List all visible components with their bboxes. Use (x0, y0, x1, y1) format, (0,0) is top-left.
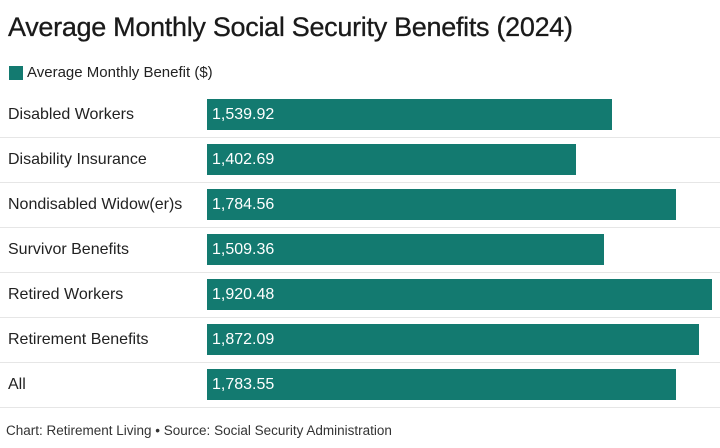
bar-row: All 1,783.55 (0, 362, 720, 407)
category-label: Disabled Workers (8, 105, 134, 123)
bar-value-label: 1,783.55 (212, 376, 275, 393)
legend-swatch (9, 65, 23, 80)
legend-label: Average Monthly Benefit ($) (27, 64, 213, 81)
row-divider (0, 317, 720, 318)
bar: 1,509.36 (207, 234, 604, 265)
row-divider (0, 272, 720, 273)
bar-value-label: 1,920.48 (212, 286, 275, 303)
bar-value-label: 1,509.36 (212, 241, 275, 258)
bar-row: Survivor Benefits 1,509.36 (0, 227, 720, 272)
row-divider (0, 362, 720, 363)
chart-title: Average Monthly Social Security Benefits… (8, 12, 573, 42)
bar-row: Retirement Benefits 1,872.09 (0, 317, 720, 362)
bar-value-label: 1,539.92 (212, 106, 275, 123)
category-label: Survivor Benefits (8, 240, 129, 258)
row-divider (0, 182, 720, 183)
bar-row: Nondisabled Widow(er)s 1,784.56 (0, 182, 720, 227)
category-label: All (8, 375, 26, 393)
row-divider (0, 137, 720, 138)
category-label: Disability Insurance (8, 150, 147, 168)
bar-value-label: 1,402.69 (212, 151, 275, 168)
bar: 1,920.48 (207, 279, 712, 310)
row-divider (0, 407, 720, 408)
bar: 1,784.56 (207, 189, 676, 220)
row-divider (0, 227, 720, 228)
category-label: Nondisabled Widow(er)s (8, 195, 183, 213)
bar-row: Disability Insurance 1,402.69 (0, 137, 720, 182)
bar-row: Disabled Workers 1,539.92 (0, 92, 720, 137)
bar: 1,783.55 (207, 369, 676, 400)
legend: Average Monthly Benefit ($) (9, 64, 213, 81)
chart-footer: Chart: Retirement Living • Source: Socia… (6, 423, 392, 438)
category-label: Retired Workers (8, 285, 124, 303)
bar-row: Retired Workers 1,920.48 (0, 272, 720, 317)
bar-value-label: 1,872.09 (212, 331, 275, 348)
bar: 1,402.69 (207, 144, 576, 175)
bar: 1,539.92 (207, 99, 612, 130)
category-label: Retirement Benefits (8, 330, 149, 348)
bar: 1,872.09 (207, 324, 699, 355)
bar-chart: Disabled Workers 1,539.92 Disability Insur… (0, 92, 720, 408)
bar-value-label: 1,784.56 (212, 196, 275, 213)
